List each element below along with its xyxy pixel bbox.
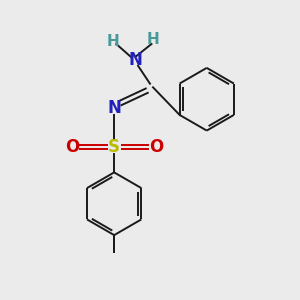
Text: H: H bbox=[106, 34, 119, 49]
Text: N: N bbox=[107, 99, 121, 117]
Text: O: O bbox=[65, 138, 80, 156]
Text: S: S bbox=[108, 138, 120, 156]
Text: N: N bbox=[128, 51, 142, 69]
Text: H: H bbox=[147, 32, 159, 47]
Text: O: O bbox=[149, 138, 163, 156]
